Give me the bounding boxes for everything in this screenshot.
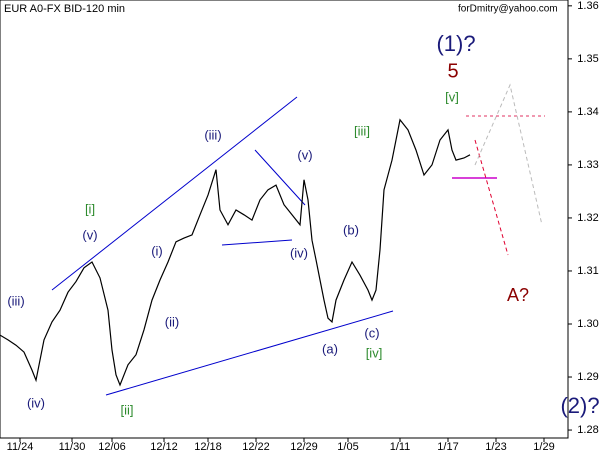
wave-label: 5 xyxy=(447,60,458,82)
y-tick-label: 1.30 xyxy=(577,318,598,330)
x-tick-label: 1/11 xyxy=(390,441,411,453)
wave-label: (iii) xyxy=(204,127,221,142)
wave-label: (iv) xyxy=(290,245,308,260)
wave-label: (v) xyxy=(297,147,312,162)
wave-label: [v] xyxy=(445,89,459,104)
wave-label: (b) xyxy=(343,222,359,237)
wave-label: [iv] xyxy=(366,345,383,360)
wave-label: A? xyxy=(507,285,529,305)
x-tick-label: 1/29 xyxy=(533,441,554,453)
y-tick-label: 1.32 xyxy=(577,212,598,224)
x-tick-label: 12/06 xyxy=(98,441,126,453)
chart-title: EUR A0-FX BID-120 min xyxy=(4,3,125,15)
watermark: forDmitry@yahoo.com xyxy=(458,4,558,15)
y-tick-label: 1.35 xyxy=(577,53,598,65)
wave-label: (v) xyxy=(82,227,97,242)
trend-line xyxy=(105,310,394,396)
trend-line xyxy=(254,149,306,206)
y-tick-label: 1.33 xyxy=(577,159,598,171)
plot-area xyxy=(0,0,569,439)
x-tick-label: 12/18 xyxy=(194,441,222,453)
wave-label: [iii] xyxy=(354,123,370,138)
wave-label: (ii) xyxy=(165,314,179,329)
wave-label: [i] xyxy=(85,201,95,216)
wave-label: (iii) xyxy=(7,293,24,308)
wave-label: (i) xyxy=(151,243,163,258)
y-tick-label: 1.36 xyxy=(577,0,598,12)
wave-label: (a) xyxy=(322,341,338,356)
price-line xyxy=(0,118,471,387)
y-tick-label: 1.34 xyxy=(577,106,598,118)
y-tick-label: 1.28 xyxy=(577,424,598,436)
trend-line xyxy=(221,239,293,246)
y-tick-label: 1.29 xyxy=(577,371,598,383)
projection-line xyxy=(474,83,543,226)
projection-line xyxy=(474,139,509,256)
y-tick-label: 1.31 xyxy=(577,265,598,277)
x-tick-label: 1/23 xyxy=(485,441,506,453)
trend-line xyxy=(51,96,298,291)
wave-label: (iv) xyxy=(27,395,45,410)
x-tick-label: 12/12 xyxy=(150,441,178,453)
x-tick-label: 12/22 xyxy=(242,441,270,453)
x-tick-label: 12/29 xyxy=(290,441,318,453)
wave-label: [ii] xyxy=(121,402,134,417)
wave-label: (c) xyxy=(364,325,379,340)
x-tick-label: 11/24 xyxy=(7,441,34,453)
x-tick-label: 1/17 xyxy=(437,441,458,453)
wave-label: (1)? xyxy=(436,31,475,56)
x-tick-label: 11/30 xyxy=(59,441,86,453)
x-tick-label: 1/05 xyxy=(337,441,358,453)
wave-label: (2)? xyxy=(560,393,599,418)
